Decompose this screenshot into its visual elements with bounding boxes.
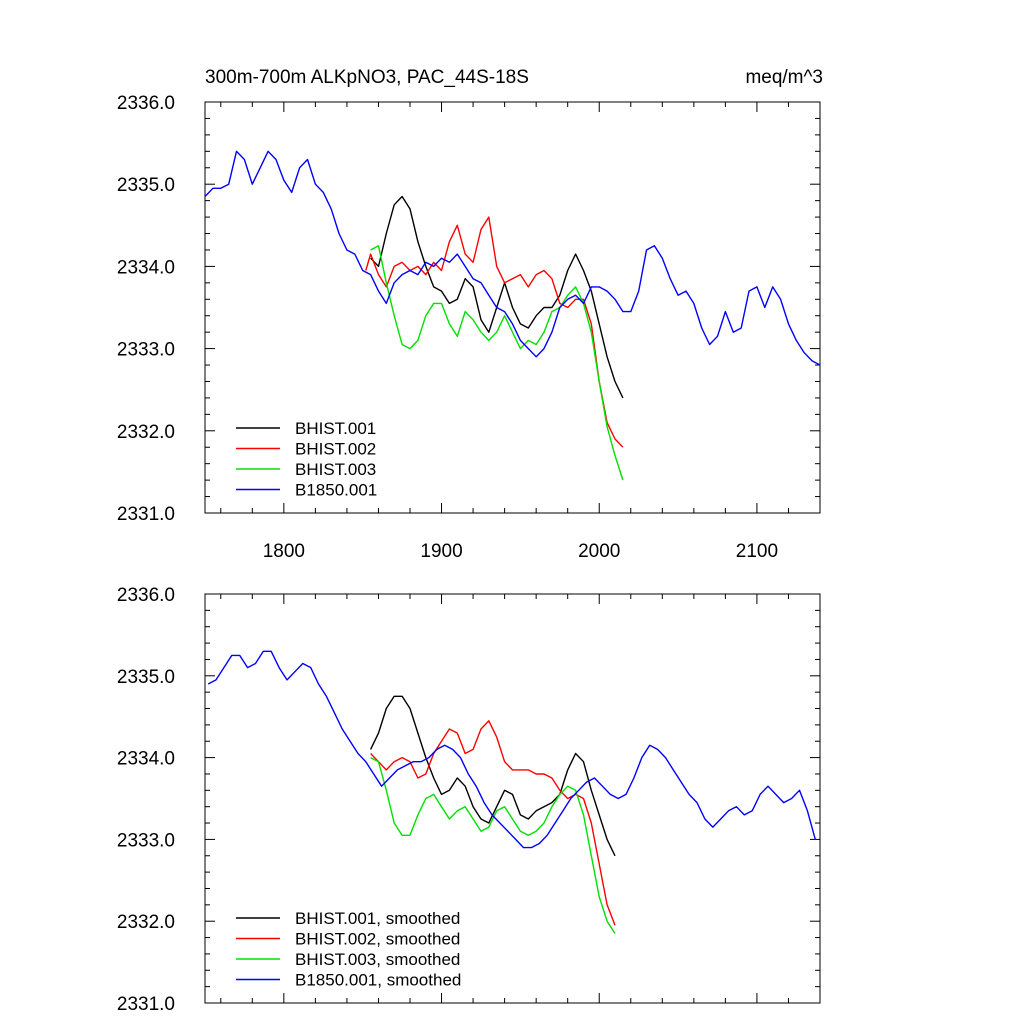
chart-title-right: meq/m^3 [745,67,823,88]
y-tick-label: 2331.0 [117,504,175,525]
y-tick-label: 2336.0 [117,585,175,606]
plot-frame [204,101,821,514]
legend-label: B1850.001, smoothed [295,971,461,990]
x-tick-label: 2000 [578,541,620,562]
y-tick-label: 2335.0 [117,667,175,688]
plot-frame [204,593,821,1004]
y-tick-label: 2331.0 [117,994,175,1015]
series-line-bhist-002 [370,720,616,926]
legend-label: BHIST.002 [295,440,376,459]
y-tick-label: 2333.0 [117,830,175,851]
series-line-b1850-001 [205,150,820,366]
legend-label: BHIST.003, smoothed [295,950,460,969]
bottom-panel: 2331.0 2332.0 2333.0 2334.0 2335.0 2336.0 BHIS… [117,585,821,1015]
legend-label: BHIST.001, smoothed [295,909,460,928]
series-line-bhist-001 [369,695,616,857]
y-tick-label: 2336.0 [117,93,175,114]
x-tick-label: 1900 [420,541,462,562]
series-line-bhist-003 [370,245,624,481]
legend-label: BHIST.001 [295,419,376,438]
y-tick-label: 2332.0 [117,912,175,933]
y-tick-label: 2334.0 [117,257,175,278]
y-tick-label: 2334.0 [117,749,175,770]
x-tick-label: 1800 [263,541,305,562]
y-tick-label: 2333.0 [117,340,175,361]
series-line-b1850-001 [207,650,816,849]
legend-label: B1850.001 [295,481,377,500]
x-tick-label: 2100 [736,541,778,562]
series-line-bhist-002 [365,216,624,448]
top-panel: 1800 1900 2000 2100 2331.0 2332.0 2333.0 2334.0… [117,93,821,562]
series-line-bhist-003 [370,756,616,934]
chart-title-left: 300m-700m ALKpNO3, PAC_44S-18S [205,67,529,88]
y-tick-label: 2335.0 [117,175,175,196]
y-tick-label: 2332.0 [117,422,175,443]
series-line-bhist-001 [370,195,624,399]
legend-label: BHIST.002, smoothed [295,930,460,949]
legend-label: BHIST.003 [295,460,376,479]
